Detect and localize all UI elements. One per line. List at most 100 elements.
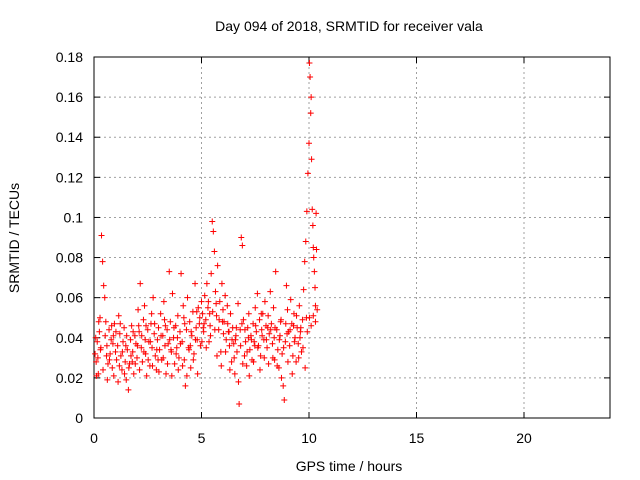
data-point — [190, 356, 197, 363]
data-point — [235, 378, 242, 385]
data-point — [117, 320, 124, 327]
data-point — [264, 324, 271, 331]
grid-layer — [94, 57, 610, 418]
data-point — [308, 322, 315, 329]
data-point — [163, 370, 170, 377]
data-point — [287, 326, 294, 333]
data-point — [276, 332, 283, 339]
data-point — [160, 354, 167, 361]
data-point — [171, 360, 178, 367]
y-tick-label: 0.12 — [56, 169, 83, 185]
data-point — [300, 286, 307, 293]
y-tick-label: 0.1 — [64, 209, 84, 225]
data-point — [155, 356, 162, 363]
data-point — [148, 310, 155, 317]
data-point — [139, 358, 146, 365]
data-point — [278, 374, 285, 381]
data-point — [211, 248, 218, 255]
data-point — [202, 316, 209, 323]
x-tick-label: 20 — [516, 430, 532, 446]
y-tick-label: 0.16 — [56, 89, 83, 105]
data-point — [160, 298, 167, 305]
data-point — [151, 320, 158, 327]
data-point — [295, 340, 302, 347]
data-point — [276, 336, 283, 343]
data-point — [222, 348, 229, 355]
data-point — [313, 210, 320, 217]
data-point — [256, 366, 263, 373]
data-point — [129, 358, 136, 365]
data-point — [201, 292, 208, 299]
data-point — [143, 372, 150, 379]
data-point — [290, 322, 297, 329]
data-point — [144, 326, 151, 333]
data-point — [192, 280, 199, 287]
data-point — [200, 324, 207, 331]
data-point — [161, 316, 168, 323]
data-point — [135, 322, 142, 329]
axis-layer — [93, 56, 611, 419]
data-point — [257, 352, 264, 359]
data-point — [206, 338, 213, 345]
data-point — [256, 316, 263, 323]
data-point — [297, 324, 304, 331]
data-point — [261, 298, 268, 305]
data-point — [238, 234, 245, 241]
data-point — [112, 348, 119, 355]
data-point — [218, 362, 225, 369]
data-point — [187, 342, 194, 349]
data-point — [196, 314, 203, 321]
data-point — [115, 312, 122, 319]
data-point — [112, 328, 119, 335]
data-point — [302, 364, 309, 371]
data-point — [303, 314, 310, 321]
data-point — [245, 334, 252, 341]
data-point — [284, 358, 291, 365]
data-point — [269, 354, 276, 361]
data-point — [177, 340, 184, 347]
data-point — [216, 316, 223, 323]
data-point — [194, 370, 201, 377]
data-point — [244, 348, 251, 355]
data-point — [193, 324, 200, 331]
y-tick-label: 0.08 — [56, 250, 83, 266]
data-point — [226, 342, 233, 349]
data-point — [103, 342, 110, 349]
data-point — [180, 314, 187, 321]
data-point — [280, 344, 287, 351]
data-point — [184, 294, 191, 301]
data-point — [237, 342, 244, 349]
data-point — [183, 372, 190, 379]
data-point — [311, 268, 318, 275]
data-point — [284, 330, 291, 337]
data-point — [213, 312, 220, 319]
data-point — [308, 156, 315, 163]
data-point — [104, 360, 111, 367]
data-point — [98, 232, 105, 239]
data-point — [177, 328, 183, 335]
data-point — [242, 338, 249, 345]
data-point — [152, 352, 159, 359]
data-point — [97, 344, 104, 351]
data-point — [280, 382, 287, 389]
data-point — [283, 282, 290, 289]
data-point — [118, 366, 125, 373]
data-point — [170, 324, 177, 331]
data-point — [166, 336, 173, 343]
data-point — [267, 326, 274, 333]
data-point — [245, 310, 252, 317]
data-point — [102, 318, 109, 325]
data-point — [190, 350, 197, 357]
data-point — [186, 346, 193, 353]
data-point — [296, 334, 303, 341]
data-point — [267, 288, 274, 295]
data-point — [246, 372, 253, 379]
data-point — [293, 358, 300, 365]
data-point — [258, 326, 265, 333]
data-point — [308, 94, 315, 101]
data-point — [261, 354, 268, 361]
data-point — [125, 364, 132, 371]
data-point — [136, 328, 143, 335]
data-point — [259, 332, 266, 339]
data-point — [120, 338, 127, 345]
